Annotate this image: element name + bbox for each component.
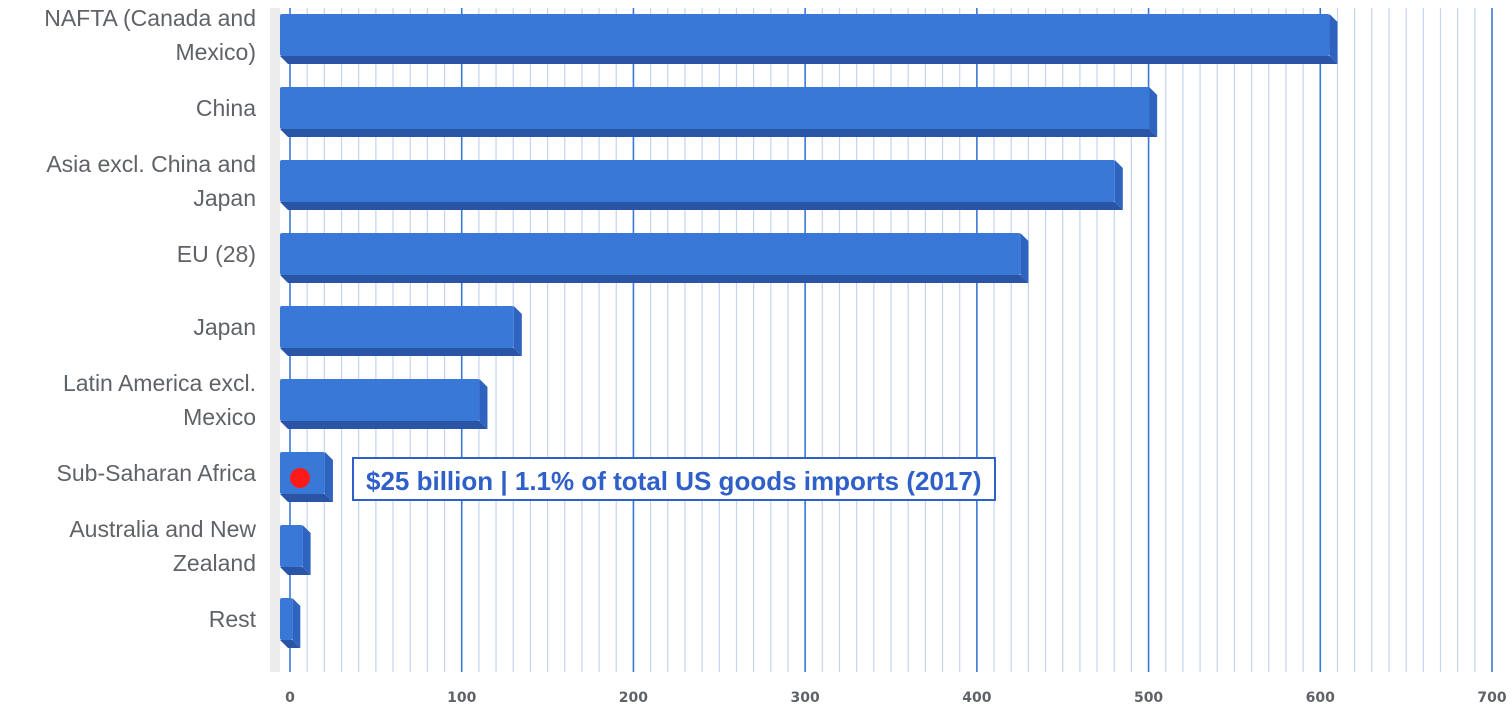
bar-end-face xyxy=(1149,87,1158,137)
bar-end-face xyxy=(302,525,311,575)
bar-end-face xyxy=(1329,14,1338,64)
category-label: Australia and New Zealand xyxy=(69,516,256,576)
x-axis-ticks: 0 100 200 300 400 500 600 700 xyxy=(285,690,1507,706)
bar-bottom-face xyxy=(280,640,301,648)
x-tick-label: 500 xyxy=(1134,690,1163,706)
bar xyxy=(280,306,522,356)
bar-front-face xyxy=(280,379,480,421)
x-tick-label: 100 xyxy=(447,690,476,706)
axis-strip xyxy=(270,8,280,672)
category-label: Rest xyxy=(209,606,257,632)
x-tick-label: 300 xyxy=(791,690,820,706)
category-label: NAFTA (Canada and Mexico) xyxy=(44,5,256,65)
bar-end-face xyxy=(1020,233,1029,283)
bar-end-face xyxy=(292,598,301,648)
bar-bottom-face xyxy=(280,567,311,575)
bar xyxy=(280,525,311,575)
bar-front-face xyxy=(280,598,293,640)
bar-bottom-face xyxy=(280,129,1158,137)
x-tick-label: 700 xyxy=(1477,690,1506,706)
bars xyxy=(280,14,1338,648)
category-label: Asia excl. China and Japan xyxy=(46,151,256,211)
x-tick-label: 0 xyxy=(285,690,295,706)
category-label: Latin America excl. Mexico xyxy=(63,370,256,430)
bar-front-face xyxy=(280,233,1021,275)
bar xyxy=(280,598,301,648)
bar-bottom-face xyxy=(280,494,333,502)
bar-end-face xyxy=(513,306,522,356)
bar-bottom-face xyxy=(280,275,1029,283)
category-label: Japan xyxy=(193,314,256,340)
highlight-marker xyxy=(290,468,310,488)
bar-bottom-face xyxy=(280,348,522,356)
category-labels: NAFTA (Canada and Mexico) China Asia excl. … xyxy=(44,5,256,632)
category-label: China xyxy=(196,95,256,121)
bar-front-face xyxy=(280,87,1150,129)
bar-end-face xyxy=(1114,160,1123,210)
bar-end-face xyxy=(324,452,333,502)
x-tick-label: 200 xyxy=(619,690,648,706)
bar-end-face xyxy=(479,379,488,429)
bar xyxy=(280,233,1029,283)
bar xyxy=(280,87,1158,137)
bar xyxy=(280,379,488,429)
bar-front-face xyxy=(280,525,303,567)
bar xyxy=(280,160,1123,210)
bar-front-face xyxy=(280,160,1115,202)
bar-bottom-face xyxy=(280,421,488,429)
category-label: EU (28) xyxy=(177,241,256,267)
category-label: Sub-Saharan Africa xyxy=(57,460,257,486)
bar xyxy=(280,14,1338,64)
bar-front-face xyxy=(280,14,1330,56)
annotation-callout: $25 billion | 1.1% of total US goods imp… xyxy=(352,457,996,501)
bar-bottom-face xyxy=(280,56,1338,64)
bar-bottom-face xyxy=(280,202,1123,210)
bar-front-face xyxy=(280,306,514,348)
x-tick-label: 600 xyxy=(1306,690,1335,706)
x-tick-label: 400 xyxy=(962,690,991,706)
